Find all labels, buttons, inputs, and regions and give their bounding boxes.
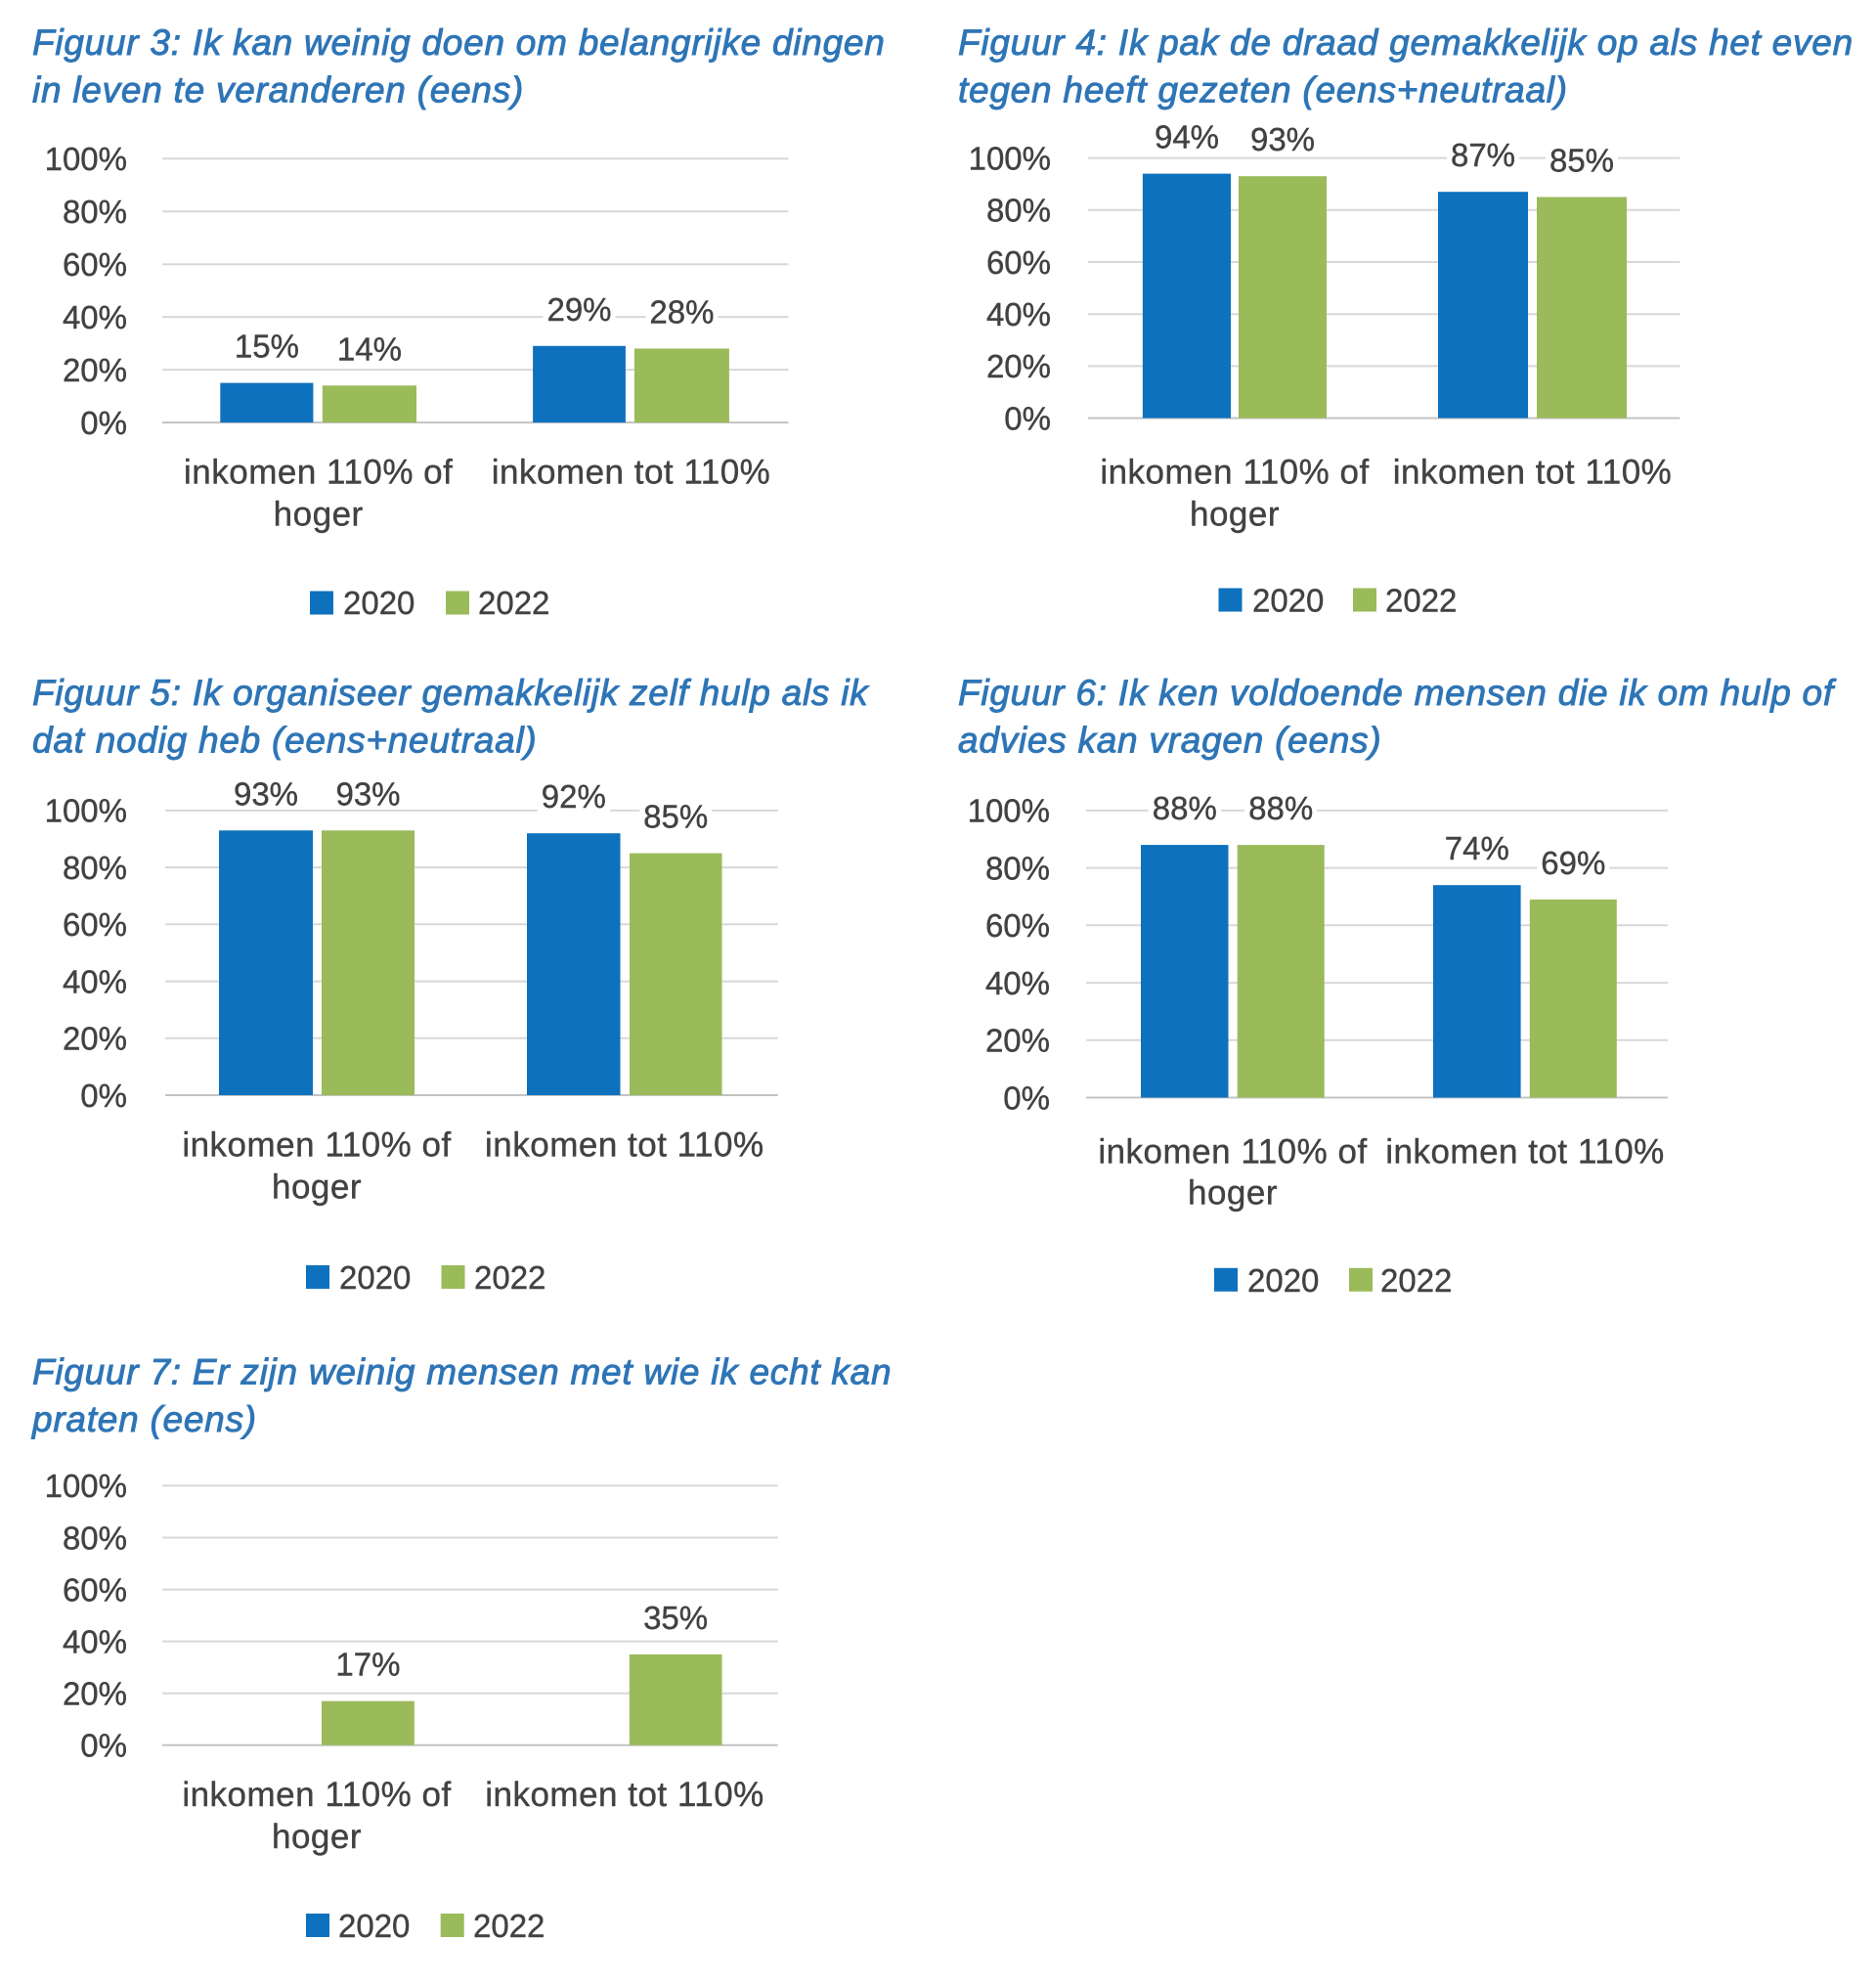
svg-text:2020: 2020 bbox=[1252, 583, 1324, 619]
svg-text:80%: 80% bbox=[985, 850, 1050, 886]
svg-text:0%: 0% bbox=[80, 1728, 127, 1764]
svg-text:2020: 2020 bbox=[338, 1908, 410, 1944]
svg-text:hoger: hoger bbox=[1188, 1174, 1278, 1212]
svg-text:inkomen tot 110%: inkomen tot 110% bbox=[1385, 1133, 1665, 1171]
svg-text:40%: 40% bbox=[985, 965, 1050, 1001]
svg-text:14%: 14% bbox=[337, 330, 402, 367]
svg-text:0%: 0% bbox=[80, 1078, 127, 1114]
svg-text:2020: 2020 bbox=[1247, 1262, 1319, 1299]
svg-text:28%: 28% bbox=[649, 294, 714, 330]
svg-text:2022: 2022 bbox=[1385, 583, 1457, 619]
svg-text:60%: 60% bbox=[63, 1571, 127, 1608]
svg-text:2022: 2022 bbox=[478, 585, 549, 621]
svg-text:tegen heeft gezeten (eens+neut: tegen heeft gezeten (eens+neutraal) bbox=[958, 70, 1568, 110]
svg-text:praten (eens): praten (eens) bbox=[31, 1399, 257, 1439]
svg-text:advies kan vragen (eens): advies kan vragen (eens) bbox=[958, 721, 1381, 761]
svg-text:69%: 69% bbox=[1541, 845, 1605, 881]
svg-text:100%: 100% bbox=[968, 793, 1050, 829]
svg-text:15%: 15% bbox=[235, 329, 299, 365]
svg-text:87%: 87% bbox=[1451, 137, 1515, 173]
svg-text:40%: 40% bbox=[63, 1623, 127, 1659]
svg-text:2020: 2020 bbox=[343, 585, 414, 621]
svg-text:92%: 92% bbox=[542, 778, 606, 815]
svg-text:20%: 20% bbox=[986, 348, 1051, 384]
svg-text:Figuur 6: Ik ken voldoende men: Figuur 6: Ik ken voldoende mensen die ik… bbox=[958, 673, 1837, 713]
svg-text:hoger: hoger bbox=[274, 496, 364, 534]
svg-text:40%: 40% bbox=[63, 299, 127, 335]
svg-text:60%: 60% bbox=[986, 244, 1051, 281]
svg-text:100%: 100% bbox=[45, 141, 127, 177]
svg-text:80%: 80% bbox=[986, 193, 1051, 229]
svg-text:40%: 40% bbox=[986, 296, 1051, 332]
svg-text:88%: 88% bbox=[1153, 790, 1217, 826]
svg-text:60%: 60% bbox=[63, 246, 127, 283]
svg-text:inkomen tot 110%: inkomen tot 110% bbox=[485, 1776, 764, 1814]
svg-text:Figuur 7: Er zijn weinig mense: Figuur 7: Er zijn weinig mensen met wie … bbox=[32, 1352, 892, 1392]
svg-text:20%: 20% bbox=[985, 1023, 1050, 1059]
svg-text:Figuur 3: Ik kan weinig doen o: Figuur 3: Ik kan weinig doen om belangri… bbox=[32, 22, 886, 63]
svg-text:85%: 85% bbox=[1549, 143, 1614, 179]
svg-text:inkomen tot 110%: inkomen tot 110% bbox=[485, 1126, 764, 1165]
svg-text:88%: 88% bbox=[1248, 790, 1313, 826]
svg-text:2022: 2022 bbox=[1380, 1262, 1452, 1299]
svg-text:29%: 29% bbox=[546, 291, 611, 328]
svg-text:93%: 93% bbox=[1250, 121, 1315, 157]
svg-text:20%: 20% bbox=[63, 352, 127, 388]
svg-text:inkomen tot 110%: inkomen tot 110% bbox=[492, 454, 771, 492]
svg-text:dat nodig heb (eens+neutraal): dat nodig heb (eens+neutraal) bbox=[32, 721, 537, 761]
svg-text:2022: 2022 bbox=[473, 1908, 545, 1944]
svg-text:60%: 60% bbox=[985, 907, 1050, 944]
svg-text:100%: 100% bbox=[969, 140, 1051, 176]
svg-text:Figuur 5: Ik organiseer gemakk: Figuur 5: Ik organiseer gemakkelijk zelf… bbox=[32, 673, 870, 713]
svg-text:35%: 35% bbox=[643, 1600, 708, 1636]
svg-text:2020: 2020 bbox=[339, 1259, 411, 1296]
svg-text:74%: 74% bbox=[1445, 830, 1509, 866]
svg-text:100%: 100% bbox=[45, 793, 127, 829]
svg-text:0%: 0% bbox=[1004, 400, 1051, 436]
svg-text:17%: 17% bbox=[335, 1647, 400, 1683]
svg-text:inkomen 110% of: inkomen 110% of bbox=[1098, 1133, 1367, 1171]
svg-text:inkomen tot 110%: inkomen tot 110% bbox=[1393, 454, 1673, 492]
svg-text:80%: 80% bbox=[63, 1520, 127, 1556]
svg-text:inkomen 110% of: inkomen 110% of bbox=[184, 454, 453, 492]
svg-text:60%: 60% bbox=[63, 906, 127, 943]
svg-text:94%: 94% bbox=[1155, 119, 1219, 155]
svg-text:inkomen 110% of: inkomen 110% of bbox=[182, 1776, 451, 1814]
svg-text:Figuur 4: Ik pak de draad gema: Figuur 4: Ik pak de draad gemakkelijk op… bbox=[958, 22, 1854, 63]
svg-text:20%: 20% bbox=[63, 1021, 127, 1057]
svg-text:hoger: hoger bbox=[1190, 496, 1280, 534]
svg-text:80%: 80% bbox=[63, 850, 127, 886]
svg-text:2022: 2022 bbox=[474, 1259, 545, 1296]
svg-text:20%: 20% bbox=[63, 1676, 127, 1712]
svg-text:inkomen 110% of: inkomen 110% of bbox=[182, 1126, 451, 1165]
svg-text:in leven te veranderen (eens): in leven te veranderen (eens) bbox=[32, 70, 524, 110]
svg-text:hoger: hoger bbox=[272, 1168, 362, 1207]
svg-text:40%: 40% bbox=[63, 963, 127, 999]
svg-text:85%: 85% bbox=[643, 799, 708, 835]
svg-text:93%: 93% bbox=[335, 775, 400, 812]
svg-text:inkomen 110% of: inkomen 110% of bbox=[1100, 454, 1369, 492]
svg-text:100%: 100% bbox=[45, 1468, 127, 1504]
svg-text:0%: 0% bbox=[80, 405, 127, 441]
svg-text:80%: 80% bbox=[63, 194, 127, 230]
svg-text:93%: 93% bbox=[234, 775, 298, 812]
svg-text:hoger: hoger bbox=[272, 1818, 362, 1856]
svg-text:0%: 0% bbox=[1003, 1080, 1050, 1116]
